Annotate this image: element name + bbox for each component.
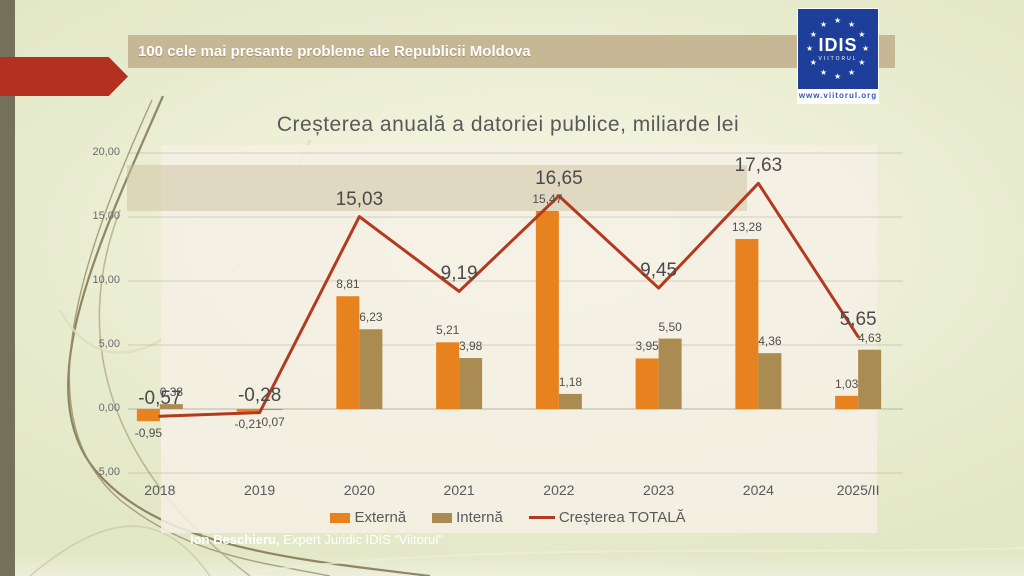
total-value-label: 17,63 <box>734 155 783 177</box>
x-axis-category-label: 2024 <box>742 482 774 498</box>
chart-legend: Externă Internă Creșterea TOTALĂ <box>128 509 888 526</box>
star-icon: ★ <box>809 58 817 67</box>
legend-label: Externă <box>354 509 407 526</box>
bar-value-label: 1,03 <box>834 376 859 391</box>
logo-name: IDIS <box>818 35 858 55</box>
bar-value-label: -0,95 <box>134 426 163 441</box>
y-axis-tick-label: 15,00 <box>92 210 120 222</box>
bar-value-label: 8,81 <box>336 277 360 292</box>
bar-value-label: 3,98 <box>458 339 483 354</box>
y-axis-tick-label: -5,00 <box>94 466 120 478</box>
star-icon: ★ <box>858 58 866 67</box>
footer-author-name: Ion Beschieru, <box>190 532 280 547</box>
legend-label: Creșterea TOTALĂ <box>558 509 686 526</box>
star-icon: ★ <box>862 44 870 53</box>
total-value-label: 9,19 <box>440 263 478 285</box>
total-value-label: -0,28 <box>237 384 282 406</box>
bar-value-label: 1,18 <box>558 374 583 389</box>
idis-logo: ★ ★ ★ ★ ★ ★ ★ ★ ★ ★ ★ ★ IDIS VIITORUL www.viitorul.… <box>797 8 879 104</box>
logo-subname: VIITORUL <box>818 56 858 62</box>
legend-bar-swatch <box>432 512 453 523</box>
total-value-label: -0,57 <box>138 388 182 410</box>
star-icon: ★ <box>848 68 856 78</box>
star-icon: ★ <box>820 19 828 29</box>
total-value-label: 16,65 <box>535 167 583 189</box>
chart-title: Creșterea anuală a datoriei publice, mil… <box>276 113 740 136</box>
legend-label: Internă <box>456 509 503 526</box>
header-banner-text: 100 cele mai presante probleme ale Repub… <box>138 43 531 60</box>
footer-author-role: Expert Juridic IDIS “Viitorul” <box>279 532 443 547</box>
y-axis-tick-label: 20,00 <box>92 146 120 158</box>
bar-value-label: -0,21 <box>234 416 262 431</box>
header-banner: 100 cele mai presante probleme ale Repub… <box>128 35 895 68</box>
x-axis-category-label: 2022 <box>543 482 575 498</box>
total-value-label: 15,03 <box>335 188 384 210</box>
bar-value-label: 0,38 <box>159 385 184 400</box>
y-axis-tick-label: 10,00 <box>92 274 120 286</box>
x-axis-category-label: 2020 <box>343 482 375 498</box>
star-icon: ★ <box>834 72 842 81</box>
bar-value-label: 13,28 <box>731 220 762 235</box>
legend-item: Externă <box>330 509 406 526</box>
legend-item: Internă <box>432 509 503 526</box>
bar-value-label: 15,47 <box>532 191 563 206</box>
star-icon: ★ <box>858 30 866 39</box>
chart-accent-band <box>127 165 747 211</box>
y-axis-tick-label: 5,00 <box>98 338 120 350</box>
bar-value-label: -0,07 <box>257 414 285 429</box>
total-value-label: 5,65 <box>839 308 877 330</box>
red-arrow-accent <box>0 57 128 96</box>
logo-url: www.viitorul.org <box>798 91 878 100</box>
star-icon: ★ <box>820 68 828 78</box>
legend-line-swatch <box>528 516 555 519</box>
bar-value-label: 6,23 <box>359 310 383 325</box>
x-axis-category-label: 2018 <box>144 482 176 498</box>
bar-value-label: 3,95 <box>635 339 659 354</box>
star-icon: ★ <box>834 16 842 25</box>
legend-bar-swatch <box>330 512 351 523</box>
x-axis-category-label: 2021 <box>443 482 475 498</box>
left-accent-stripe <box>0 0 15 576</box>
total-value-label: 9,45 <box>640 260 678 282</box>
bar-value-label: 5,50 <box>658 319 682 334</box>
y-axis-tick-label: 0,00 <box>98 402 120 414</box>
star-icon: ★ <box>806 44 814 53</box>
bar-value-label: 4,36 <box>758 334 782 349</box>
x-axis-category-label: 2019 <box>244 482 276 498</box>
star-icon: ★ <box>809 30 817 39</box>
x-axis-category-label: 2025/II <box>836 482 880 498</box>
star-icon: ★ <box>848 19 856 29</box>
bar-value-label: 4,63 <box>857 330 882 345</box>
bar-value-label: 5,21 <box>435 323 460 338</box>
legend-item: Creșterea TOTALĂ <box>528 509 686 526</box>
footer-author: Ion Beschieru, Expert Juridic IDIS “Viit… <box>190 532 443 547</box>
idis-logo-box: ★ ★ ★ ★ ★ ★ ★ ★ ★ ★ ★ ★ IDIS VIITORUL <box>798 9 878 89</box>
x-axis-category-label: 2023 <box>643 482 675 498</box>
